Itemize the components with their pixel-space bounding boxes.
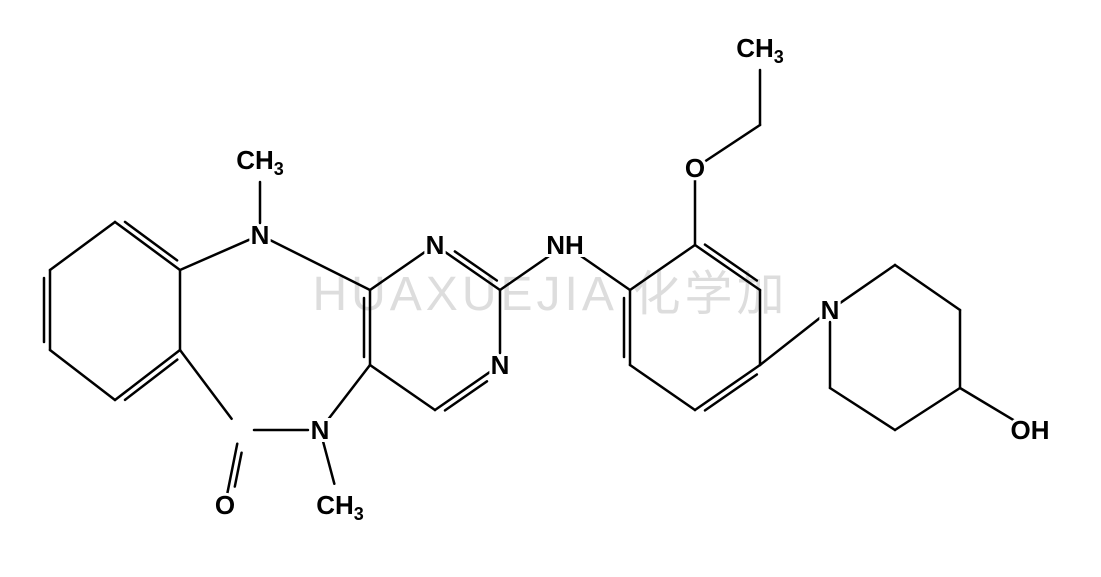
atom-label: N [251,220,270,250]
atom-label: CH3 [236,145,284,179]
atom-label: CH3 [736,33,784,67]
atom-label: N [491,350,510,380]
atom-label: OH [1011,415,1050,445]
atom-label: O [215,490,235,520]
atom-label: CH3 [316,490,364,524]
atom-label: O [685,153,705,183]
atom-label: N [311,415,330,445]
atom-label: N [426,230,445,260]
atom-label: NH [546,230,584,260]
atom-label: N [821,295,840,325]
chemical-structure-diagram: OONNCH3CH3NNCH3CH3NNNNNHNHOOCH3CH3NNOHOH [0,0,1101,577]
